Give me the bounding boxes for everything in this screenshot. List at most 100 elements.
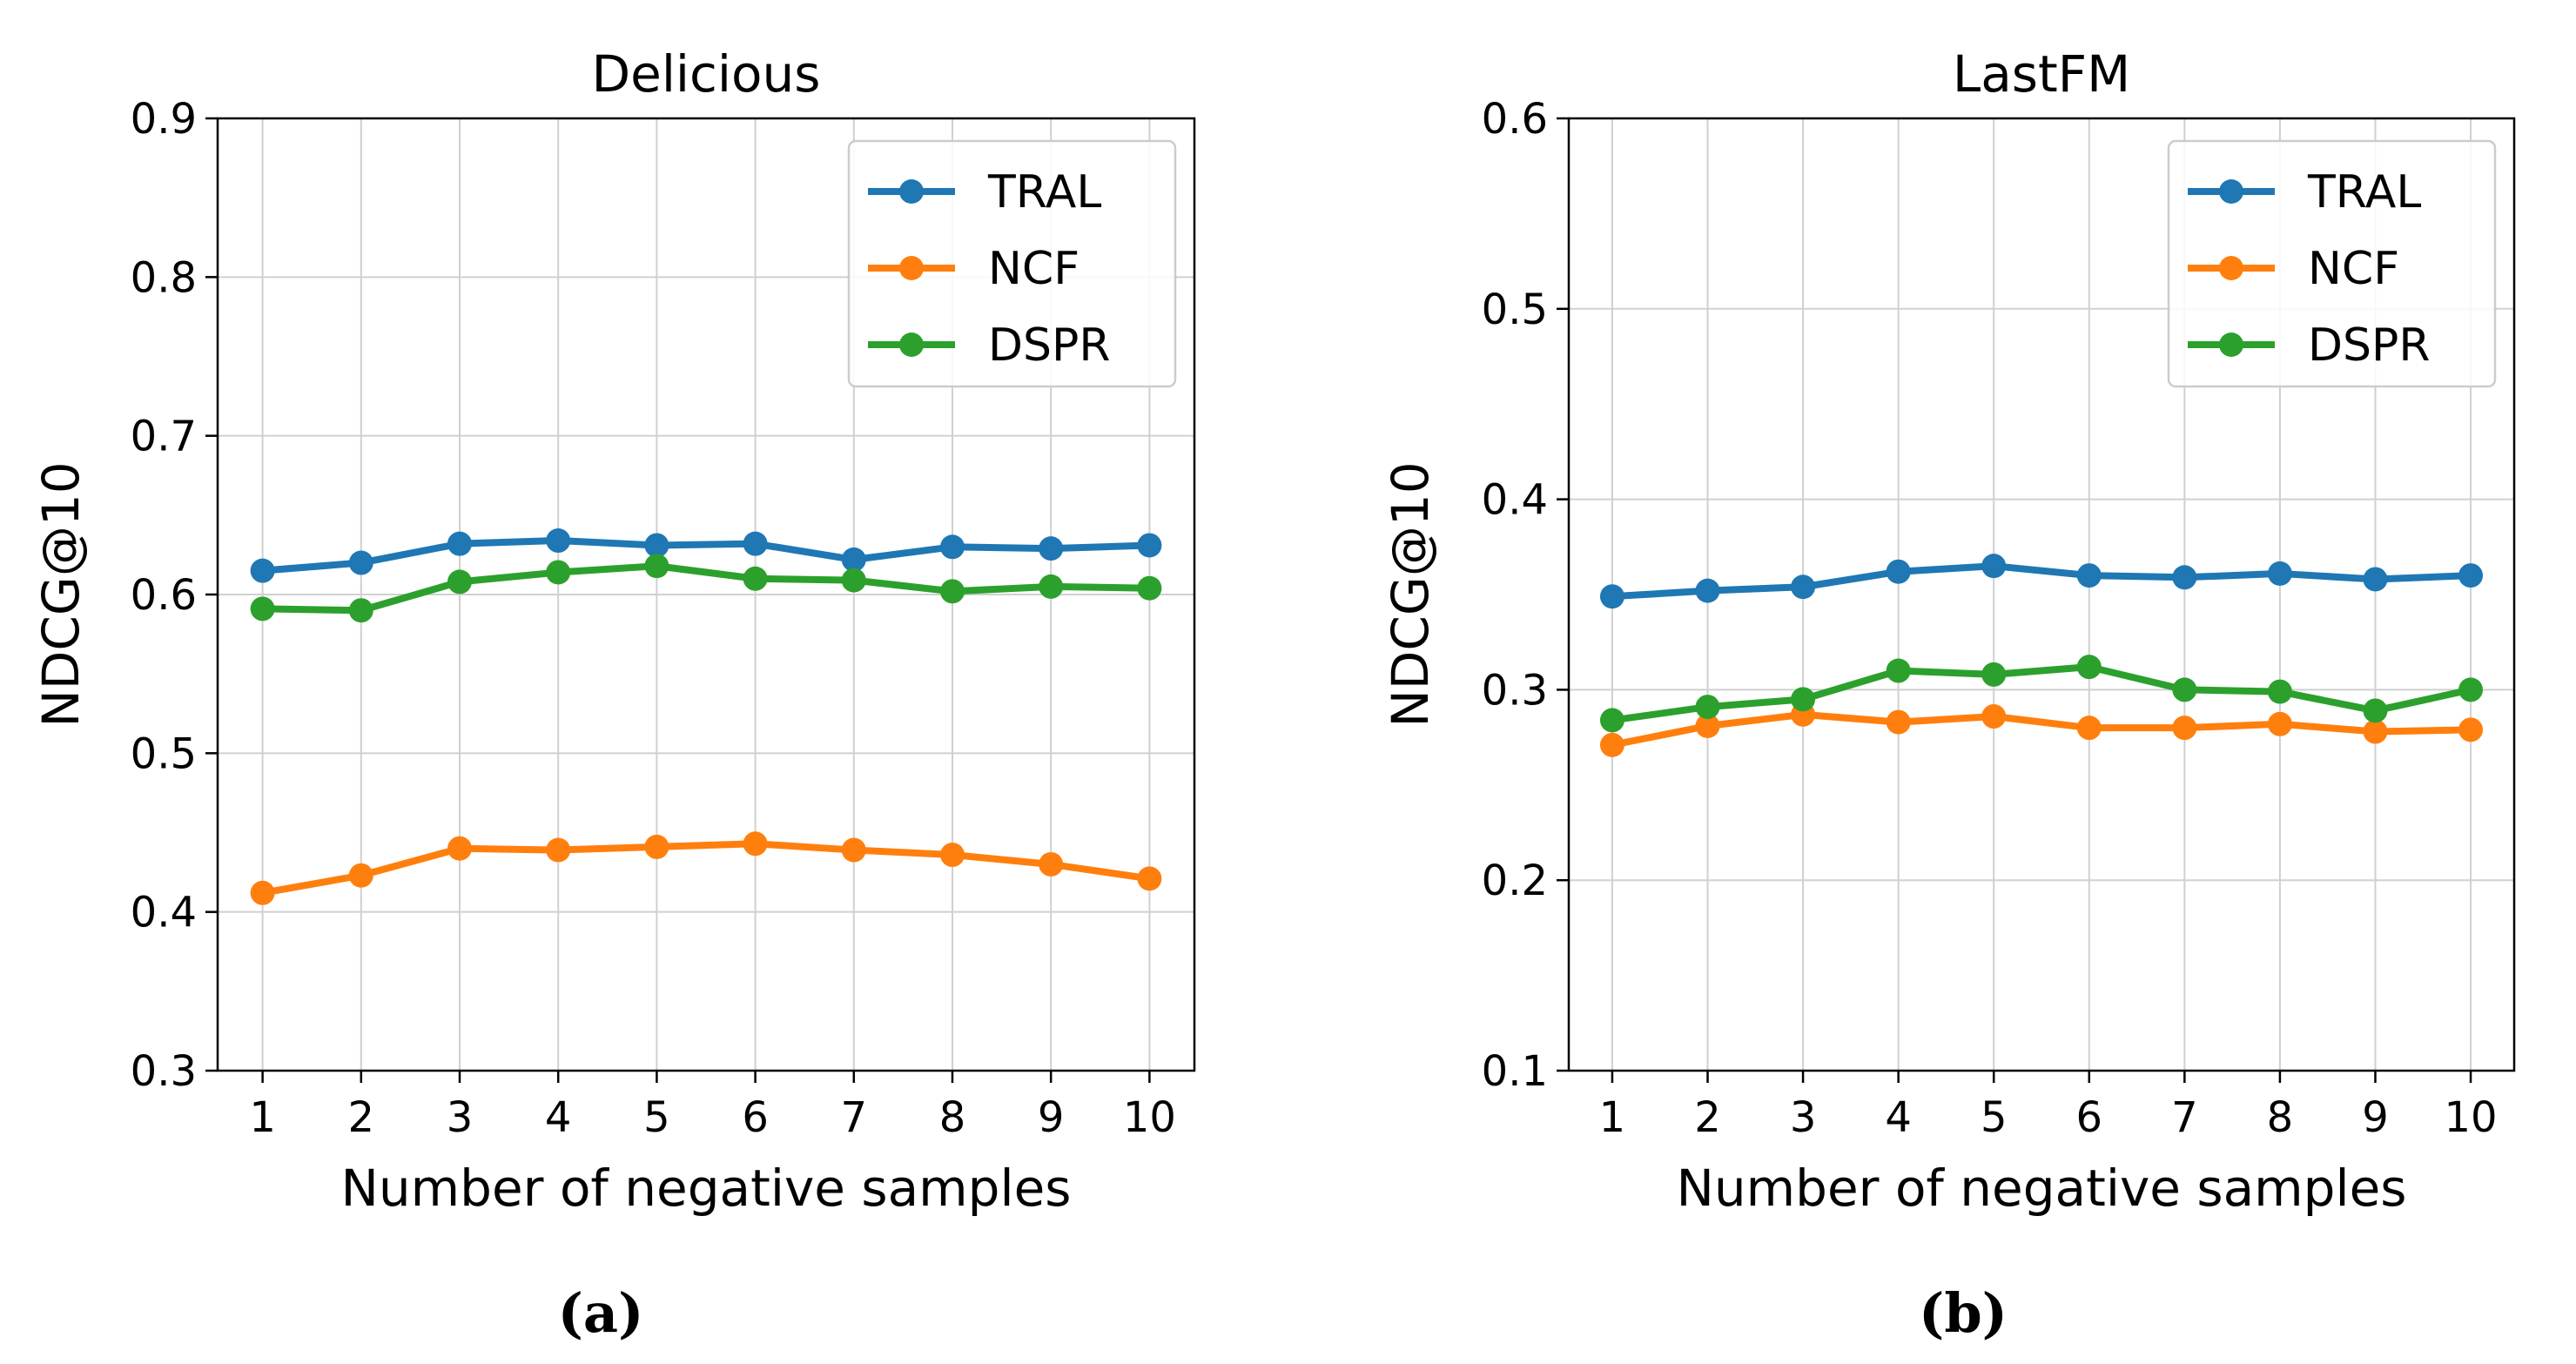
x-tick-label: 2: [348, 1093, 375, 1142]
plot-frame: [1567, 117, 2516, 1072]
figure-caption: (a): [558, 1281, 644, 1345]
x-tick-label: 10: [2445, 1093, 2498, 1142]
legend-label: NCF: [2308, 243, 2399, 295]
y-axis-label: NDCG@10: [31, 461, 91, 727]
x-tick-label: 6: [742, 1093, 769, 1142]
series-ncf: [250, 831, 1162, 905]
legend-marker: [2219, 179, 2243, 204]
data-point: [348, 863, 373, 888]
y-tick-label: 0.6: [131, 571, 197, 620]
data-point: [1981, 662, 2007, 687]
y-axis-label: NDCG@10: [1381, 461, 1440, 727]
data-point: [1791, 574, 1816, 600]
data-point: [1137, 575, 1162, 601]
data-point: [2076, 655, 2102, 680]
data-point: [743, 831, 768, 857]
y-tick-label: 0.5: [131, 729, 197, 778]
data-point: [1599, 584, 1624, 609]
x-tick-label: 7: [841, 1093, 868, 1142]
data-point: [1695, 713, 1720, 738]
data-point: [1886, 658, 1911, 683]
x-axis-label: Number of negative samples: [341, 1159, 1072, 1218]
y-tick-label: 0.4: [1482, 476, 1548, 525]
data-point: [841, 568, 866, 593]
data-point: [1039, 574, 1064, 599]
data-point: [546, 560, 571, 585]
data-point: [348, 598, 373, 623]
x-tick-label: 8: [2267, 1093, 2294, 1142]
data-point: [841, 837, 866, 863]
data-point: [939, 843, 965, 868]
series-line: [1611, 710, 2472, 749]
x-tick-label: 6: [2076, 1093, 2103, 1142]
chart-title: LastFM: [1953, 44, 2130, 104]
data-point: [2458, 563, 2484, 588]
x-tick-label: 7: [2171, 1093, 2198, 1142]
y-tick-label: 0.6: [1482, 95, 1548, 144]
data-point: [644, 834, 669, 859]
legend-label: TRAL: [987, 166, 1101, 218]
data-point: [1886, 709, 1911, 735]
data-point: [2267, 679, 2292, 704]
data-point: [841, 547, 866, 572]
data-point: [2172, 565, 2197, 590]
data-point: [1039, 851, 1064, 877]
chart-a: 0.3 0.4 0.5 0.6 0.7 0.8 0.9 1 2 3 4 5 6 7 8 9 10 Deliciou…: [31, 44, 1196, 1345]
x-tick-label: 1: [249, 1093, 276, 1142]
chart-b: 0.1 0.2 0.3 0.4 0.5 0.6 1 2 3 4 5 6 7 8 9 10 LastFM Numbe…: [1381, 44, 2516, 1345]
data-point: [348, 550, 373, 575]
legend-marker: [2219, 256, 2243, 280]
x-tick-label: 9: [1038, 1093, 1065, 1142]
data-point: [447, 836, 473, 861]
data-point: [250, 558, 275, 583]
y-tick-label: 0.3: [1482, 666, 1548, 715]
x-tick-label: 4: [1885, 1093, 1912, 1142]
series-line: [261, 840, 1150, 897]
series-line: [1611, 562, 2472, 601]
data-point: [2363, 719, 2388, 744]
y-tick-label: 0.7: [131, 413, 197, 461]
legend-label: DSPR: [2308, 319, 2431, 372]
legend-label: TRAL: [2307, 166, 2421, 218]
data-point: [644, 554, 669, 579]
data-point: [1981, 704, 2007, 729]
figure-caption: (b): [1919, 1281, 2008, 1345]
legend-entry-tral: TRAL: [2188, 166, 2421, 218]
data-point: [2363, 698, 2388, 723]
data-point: [2458, 717, 2484, 742]
legend: TRAL NCF DSPR: [2167, 139, 2497, 388]
series-tral: [250, 528, 1162, 583]
data-point: [1791, 687, 1816, 712]
data-point: [2267, 561, 2292, 586]
series-line: [1611, 663, 2472, 724]
x-tick-label: 2: [1694, 1093, 1721, 1142]
data-point: [250, 596, 275, 622]
data-point: [2267, 711, 2292, 736]
data-point: [546, 528, 571, 554]
data-point: [1695, 578, 1720, 603]
data-point: [2363, 567, 2388, 592]
legend: TRAL NCF DSPR: [847, 139, 1177, 388]
data-point: [546, 837, 571, 863]
legend-label: DSPR: [988, 319, 1111, 372]
x-tick-label: 8: [939, 1093, 966, 1142]
data-point: [2076, 563, 2102, 588]
x-axis-label: Number of negative samples: [1677, 1159, 2407, 1218]
x-tick-label: 10: [1123, 1093, 1176, 1142]
data-point: [644, 533, 669, 558]
legend-entry-dspr: DSPR: [868, 319, 1111, 372]
legend-marker: [899, 179, 924, 204]
data-point: [250, 880, 275, 905]
legend-entry-ncf: NCF: [868, 243, 1079, 295]
y-tick-label: 0.4: [131, 889, 197, 937]
data-point: [1599, 708, 1624, 733]
data-point: [2458, 677, 2484, 702]
legend-entry-dspr: DSPR: [2188, 319, 2431, 372]
data-point: [2172, 716, 2197, 741]
y-tick-label: 0.8: [131, 253, 197, 302]
data-point: [1137, 866, 1162, 891]
data-point: [1886, 559, 1911, 584]
data-point: [447, 531, 473, 556]
y-tick-label: 0.1: [1482, 1047, 1548, 1096]
legend-marker: [899, 333, 924, 357]
